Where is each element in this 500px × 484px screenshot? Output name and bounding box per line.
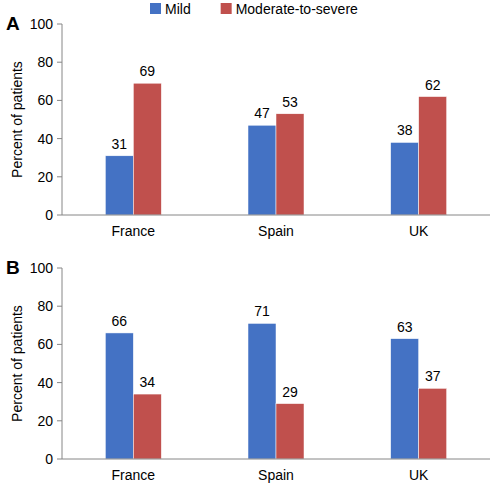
y-tick bbox=[57, 420, 62, 421]
y-tick-label: 20 bbox=[37, 169, 53, 185]
data-label: 38 bbox=[397, 122, 413, 138]
legend: Mild Moderate-to-severe bbox=[150, 1, 358, 17]
bar bbox=[391, 142, 419, 215]
legend-swatch bbox=[221, 3, 232, 14]
bar bbox=[105, 156, 133, 215]
bars bbox=[105, 83, 446, 215]
data-label: 53 bbox=[282, 94, 298, 110]
y-tick-label: 100 bbox=[30, 260, 54, 276]
legend-label: Moderate-to-severe bbox=[236, 1, 358, 17]
data-label: 69 bbox=[140, 63, 156, 79]
y-tick bbox=[57, 62, 62, 63]
bar bbox=[248, 125, 276, 215]
y-axis bbox=[62, 268, 63, 459]
panel: B Percent of patients 0 20 40 60 80 100 66 71 63 34… bbox=[6, 257, 490, 483]
x-tick-label: Spain bbox=[258, 223, 294, 239]
y-tick bbox=[57, 100, 62, 101]
chart-svg: A Percent of patients 0 20 40 60 80 100 31 47 38 69… bbox=[0, 0, 500, 484]
data-label: 63 bbox=[397, 319, 413, 335]
y-tick bbox=[57, 215, 62, 216]
panel-title: A bbox=[6, 13, 20, 34]
y-tick-label: 60 bbox=[37, 336, 53, 352]
bars bbox=[105, 323, 446, 459]
bar bbox=[419, 97, 447, 215]
data-label: 31 bbox=[112, 136, 128, 152]
x-axis bbox=[62, 215, 490, 216]
y-tick-label: 40 bbox=[37, 375, 53, 391]
bar bbox=[276, 114, 304, 215]
y-axis-label: Percent of patients bbox=[9, 61, 25, 178]
data-label: 47 bbox=[254, 105, 270, 121]
y-tick bbox=[57, 382, 62, 383]
data-label: 34 bbox=[140, 374, 156, 390]
legend-swatch bbox=[150, 3, 161, 14]
bar bbox=[133, 83, 161, 215]
data-label: 71 bbox=[254, 303, 270, 319]
x-tick-label: UK bbox=[409, 223, 429, 239]
y-tick-label: 0 bbox=[45, 207, 53, 223]
y-tick-label: 20 bbox=[37, 413, 53, 429]
x-tick-label: Spain bbox=[258, 467, 294, 483]
y-tick bbox=[57, 24, 62, 25]
data-labels: 66 71 63 34 29 37 bbox=[112, 303, 441, 399]
y-tick bbox=[57, 344, 62, 345]
bar bbox=[391, 339, 419, 459]
y-tick-label: 60 bbox=[37, 92, 53, 108]
y-tick bbox=[57, 306, 62, 307]
data-label: 29 bbox=[282, 384, 298, 400]
bar bbox=[276, 404, 304, 459]
x-tick-label: France bbox=[112, 467, 156, 483]
y-tick-label: 40 bbox=[37, 131, 53, 147]
x-axis bbox=[62, 459, 490, 460]
bar bbox=[133, 394, 161, 459]
y-tick bbox=[57, 459, 62, 460]
y-tick-label: 0 bbox=[45, 451, 53, 467]
y-tick bbox=[57, 138, 62, 139]
x-tick-label: UK bbox=[409, 467, 429, 483]
y-axis bbox=[62, 24, 63, 215]
y-tick bbox=[57, 176, 62, 177]
legend-label: Mild bbox=[165, 1, 191, 17]
data-label: 37 bbox=[425, 368, 441, 384]
x-tick-label: France bbox=[112, 223, 156, 239]
y-tick-label: 100 bbox=[30, 16, 54, 32]
y-tick bbox=[57, 268, 62, 269]
y-tick-label: 80 bbox=[37, 298, 53, 314]
data-label: 62 bbox=[425, 77, 441, 93]
bar bbox=[105, 333, 133, 459]
panel: A Percent of patients 0 20 40 60 80 100 31 47 38 69… bbox=[6, 13, 490, 239]
y-tick-label: 80 bbox=[37, 54, 53, 70]
y-axis-label: Percent of patients bbox=[9, 305, 25, 422]
bar bbox=[248, 323, 276, 459]
data-label: 66 bbox=[112, 313, 128, 329]
bar bbox=[419, 388, 447, 459]
data-labels: 31 47 38 69 53 62 bbox=[112, 63, 441, 152]
chart-root: A Percent of patients 0 20 40 60 80 100 31 47 38 69… bbox=[0, 0, 500, 484]
panel-title: B bbox=[6, 257, 20, 278]
